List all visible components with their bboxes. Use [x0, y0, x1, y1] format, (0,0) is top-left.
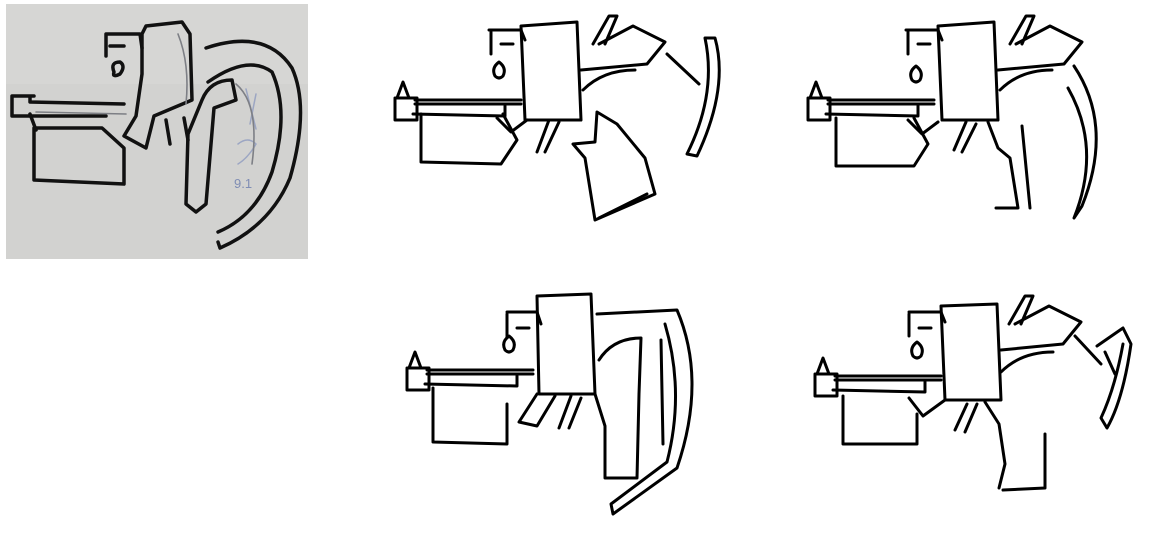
sketch-variant-1 — [385, 8, 745, 258]
sketch-variant-3-drawing — [405, 292, 694, 516]
whiteboard-photo: 9.1 — [6, 4, 308, 259]
sketch-variant-2-drawing — [806, 14, 1098, 220]
sketch-variant-2 — [798, 8, 1158, 258]
sketch-variant-4 — [805, 284, 1165, 534]
sketch-variant-3 — [395, 284, 755, 534]
sketch-variant-4-drawing — [813, 294, 1133, 492]
whiteboard-photo-drawing: 9.1 — [6, 4, 308, 259]
whiteboard-writing: 9.1 — [234, 176, 252, 191]
sketch-variant-1-drawing — [393, 14, 721, 222]
